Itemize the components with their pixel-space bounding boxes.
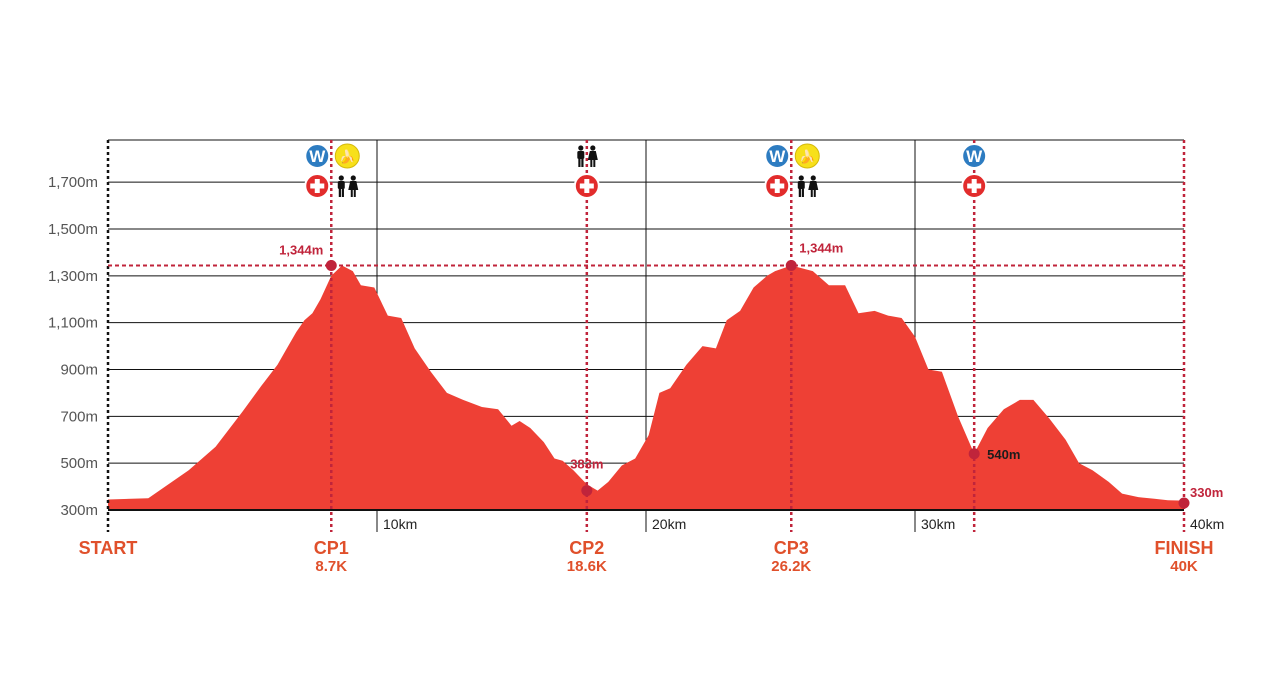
- banana-icon-disc: [794, 143, 820, 169]
- y-tick-label: 1,700m: [48, 174, 98, 191]
- restroom-man-leg: [338, 189, 341, 197]
- elevation-marker: [785, 260, 797, 272]
- elevation-annotation-label: 540m: [987, 447, 1020, 462]
- y-tick-label: 900m: [60, 361, 98, 378]
- elevation-marker: [325, 260, 337, 272]
- checkpoint-distance: 40K: [1170, 558, 1198, 575]
- checkpoint-name: CP3: [774, 538, 809, 558]
- first-aid-cross-horizontal: [967, 183, 982, 189]
- water-icon: W: [961, 143, 988, 169]
- restroom-icon: [797, 175, 819, 197]
- elevation-annotation-label: 1,344m: [279, 243, 323, 258]
- y-tick-label: 300m: [60, 502, 98, 519]
- restroom-man-head: [798, 175, 804, 181]
- restroom-woman-head: [590, 145, 596, 151]
- first-aid-icon: [764, 173, 791, 199]
- y-tick-label: 1,300m: [48, 268, 98, 285]
- x-tick-label: 40km: [1190, 516, 1224, 532]
- elevation-marker: [581, 485, 593, 497]
- first-aid-cross-horizontal: [579, 183, 594, 189]
- restroom-woman-leg: [810, 190, 813, 197]
- marker-layer: [325, 260, 1190, 509]
- restroom-woman-dress: [808, 181, 819, 190]
- water-icon-disc: [304, 143, 331, 169]
- restroom-man-body: [337, 181, 345, 189]
- checkpoint-name: CP2: [569, 538, 604, 558]
- banana-icon: 🍌: [334, 143, 360, 169]
- axis-layer: [106, 140, 1186, 532]
- restroom-woman-head: [350, 175, 356, 181]
- checkpoint-name: FINISH: [1154, 538, 1213, 558]
- restroom-woman-dress: [587, 151, 598, 160]
- first-aid-cross-horizontal: [770, 183, 785, 189]
- y-tick-label: 500m: [60, 455, 98, 472]
- restroom-woman-leg: [813, 190, 816, 197]
- restroom-woman-leg: [353, 190, 356, 197]
- first-aid-cross-horizontal: [310, 183, 325, 189]
- banana-icon: 🍌: [794, 143, 820, 169]
- restroom-man-leg: [581, 159, 584, 167]
- x-tick-label: 10km: [383, 516, 417, 532]
- icon-layer: W 🍌 W 🍌 W: [304, 143, 988, 199]
- area-layer: [108, 265, 1184, 510]
- x-tick-label: 20km: [652, 516, 686, 532]
- restroom-man-leg: [578, 159, 581, 167]
- restroom-man-body: [577, 151, 585, 159]
- restroom-woman-dress: [348, 181, 359, 190]
- water-icon-disc: [764, 143, 791, 169]
- y-tick-label: 1,100m: [48, 315, 98, 332]
- water-icon-symbol: W: [309, 147, 326, 166]
- checkpoint-distance: 18.6K: [567, 558, 607, 575]
- checkpoint-name: START: [79, 538, 138, 558]
- water-icon: W: [764, 143, 791, 169]
- restroom-man-leg: [801, 189, 804, 197]
- banana-icon-symbol: 🍌: [339, 149, 355, 164]
- checkpoint-name: CP1: [314, 538, 349, 558]
- water-icon-symbol: W: [769, 147, 786, 166]
- banana-icon-symbol: 🍌: [799, 149, 815, 164]
- first-aid-icon: [573, 173, 600, 199]
- restroom-icon: [337, 175, 359, 197]
- y-tick-label: 700m: [60, 408, 98, 425]
- elevation-marker: [968, 448, 980, 460]
- restroom-woman-leg: [350, 190, 353, 197]
- first-aid-icon: [961, 173, 988, 199]
- restroom-man-body: [797, 181, 805, 189]
- water-icon-disc: [961, 143, 988, 169]
- restroom-man-head: [578, 145, 584, 151]
- x-tick-label: 30km: [921, 516, 955, 532]
- first-aid-icon: [304, 173, 331, 199]
- restroom-woman-head: [810, 175, 816, 181]
- restroom-woman-leg: [593, 160, 596, 167]
- restroom-woman-leg: [590, 160, 593, 167]
- elevation-marker: [1178, 497, 1190, 509]
- water-icon-symbol: W: [966, 147, 983, 166]
- elevation-annotation-label: 383m: [570, 457, 603, 472]
- label-layer: 300m 500m 700m 900m 1,100m 1,300m 1,500m 1,700m…: [48, 174, 1224, 575]
- restroom-icon: [577, 145, 598, 167]
- restroom-man-leg: [798, 189, 801, 197]
- elevation-annotation-label: 1,344m: [799, 241, 843, 256]
- elevation-area: [108, 265, 1184, 510]
- water-icon: W: [304, 143, 331, 169]
- restroom-man-leg: [341, 189, 344, 197]
- restroom-man-head: [338, 175, 344, 181]
- checkpoint-distance: 8.7K: [315, 558, 347, 575]
- checkpoint-distance: 26.2K: [771, 558, 811, 575]
- y-tick-label: 1,500m: [48, 221, 98, 238]
- elevation-annotation-label: 330m: [1190, 485, 1223, 500]
- banana-icon-disc: [334, 143, 360, 169]
